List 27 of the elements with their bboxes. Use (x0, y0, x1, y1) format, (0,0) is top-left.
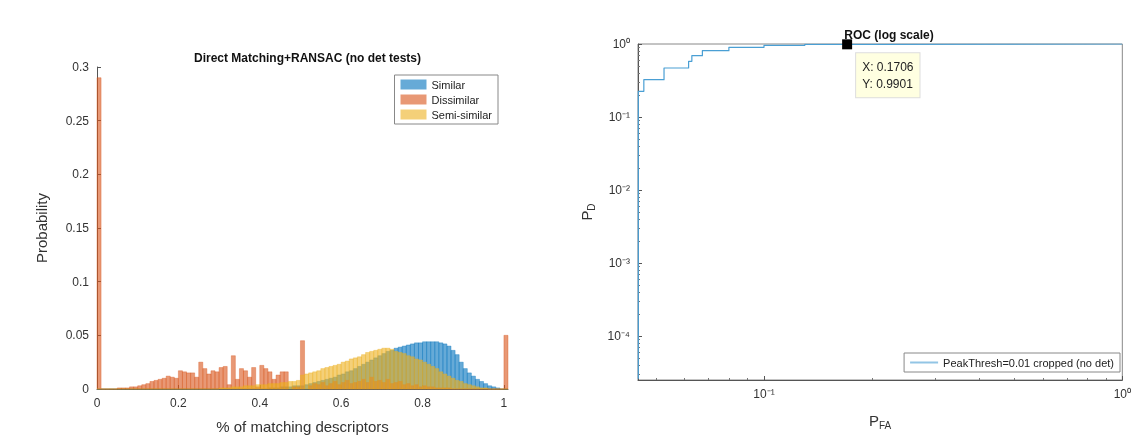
legend-label: Similar (431, 78, 466, 91)
y-axis-title: PD (578, 203, 598, 221)
x-tick-label: 0 (93, 396, 101, 410)
chart-title: Direct Matching+RANSAC (no det tests) (193, 51, 422, 65)
y-axis-title: Probability (33, 192, 50, 264)
x-tick-label: 0.8 (414, 396, 432, 410)
x-tick-label: 1 (500, 396, 508, 410)
y-tick-label: 10⁻³ (608, 256, 630, 271)
legend-label: PeakThresh=0.01 cropped (no det) (943, 356, 1115, 369)
y-tick-label: 10⁻² (608, 183, 630, 198)
annotation: X: 0.1706 Y: 0.9901 (862, 59, 914, 91)
y-tick-label: 0.3 (72, 60, 90, 74)
y-tick-label: 0.1 (72, 274, 90, 289)
y-tick-label: 0.15 (65, 221, 90, 235)
y-tick-label: 10⁻¹ (608, 110, 630, 125)
legend-label: Dissimilar (431, 93, 480, 106)
y-tick-label: 0.05 (65, 328, 90, 343)
y-tick-label: 0.25 (65, 113, 90, 128)
x-tick-label: 0.4 (251, 396, 269, 410)
y-tick-label: 10⁻⁴ (607, 329, 630, 344)
x-tick-label: 0.2 (170, 396, 188, 410)
legend-label: Semi-similar (431, 108, 493, 121)
x-axis-title: % of matching descriptors (216, 418, 389, 435)
y-tick-label: 10⁰ (612, 37, 630, 51)
chart-title: ROC (log scale) (844, 28, 934, 42)
y-tick-label: 0.2 (72, 167, 90, 182)
x-tick-label: 0.6 (332, 396, 350, 410)
